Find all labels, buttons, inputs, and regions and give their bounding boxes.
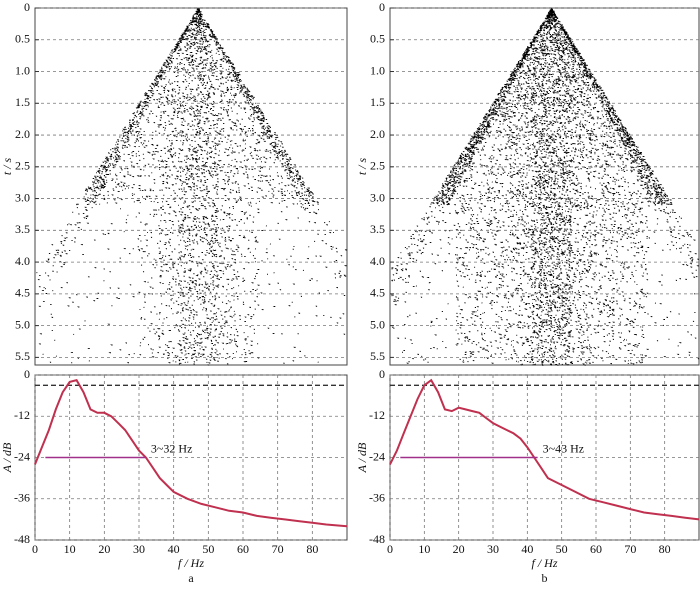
y-tick-label: 2.0 <box>15 127 30 141</box>
y-tick-label: 1.0 <box>370 63 385 77</box>
band-label: 3~32 Hz <box>151 441 192 455</box>
y-axis-label: A / dB <box>355 442 369 473</box>
y-tick-label: 0 <box>379 0 385 14</box>
x-tick-label: 20 <box>453 542 465 556</box>
y-tick-label: 5.5 <box>370 349 385 363</box>
y-tick-label: -36 <box>14 491 30 505</box>
x-tick-label: 0 <box>32 542 38 556</box>
y-tick-label: 1.0 <box>15 63 30 77</box>
x-axis-label: f / Hz <box>178 556 204 570</box>
y-tick-label: -48 <box>14 532 30 546</box>
x-tick-label: 80 <box>659 542 671 556</box>
y-tick-label: -24 <box>14 449 30 463</box>
y-tick-label: 4.0 <box>370 254 385 268</box>
x-tick-label: 30 <box>487 542 499 556</box>
y-tick-label: -12 <box>14 408 30 422</box>
x-tick-label: 10 <box>64 542 76 556</box>
x-tick-label: 60 <box>237 542 249 556</box>
y-tick-label: 1.5 <box>370 95 385 109</box>
y-tick-label: 3.5 <box>15 222 30 236</box>
y-tick-label: 0 <box>379 367 385 381</box>
x-tick-label: 40 <box>521 542 533 556</box>
y-tick-label: 4.0 <box>15 254 30 268</box>
x-tick-label: 70 <box>272 542 284 556</box>
y-tick-label: 4.5 <box>15 286 30 300</box>
seismic-texture <box>391 8 700 366</box>
panel-caption: b <box>542 571 548 585</box>
y-tick-label: 0 <box>24 0 30 14</box>
y-tick-label: 0 <box>24 367 30 381</box>
y-tick-label: 2.0 <box>370 127 385 141</box>
y-axis-label: A / dB <box>0 442 14 473</box>
x-tick-label: 30 <box>133 542 145 556</box>
y-tick-label: 2.5 <box>15 159 30 173</box>
x-tick-label: 50 <box>556 542 568 556</box>
y-axis-label: t / s <box>355 158 369 176</box>
y-tick-label: 0.5 <box>15 32 30 46</box>
y-tick-label: 5.0 <box>370 317 385 331</box>
panel-frame <box>389 7 700 366</box>
y-tick-label: 3.5 <box>370 222 385 236</box>
y-tick-label: -24 <box>369 449 385 463</box>
x-axis-label: f / Hz <box>531 556 557 570</box>
y-axis-label: t / s <box>0 158 14 176</box>
x-tick-label: 10 <box>418 542 430 556</box>
x-tick-label: 50 <box>202 542 214 556</box>
y-tick-label: 2.5 <box>370 159 385 173</box>
x-tick-label: 80 <box>306 542 318 556</box>
y-tick-label: -36 <box>369 491 385 505</box>
y-tick-label: 4.5 <box>370 286 385 300</box>
x-tick-label: 40 <box>168 542 180 556</box>
spectrum-line <box>389 378 700 521</box>
y-tick-label: -48 <box>369 532 385 546</box>
y-tick-label: -12 <box>369 408 385 422</box>
y-tick-label: 5.0 <box>15 317 30 331</box>
band-label: 3~43 Hz <box>543 441 584 455</box>
y-tick-label: 1.5 <box>15 95 30 109</box>
y-tick-label: 3.0 <box>15 190 30 204</box>
x-tick-label: 60 <box>590 542 602 556</box>
y-tick-label: 0.5 <box>370 32 385 46</box>
y-tick-label: 5.5 <box>15 349 30 363</box>
y-tick-label: 3.0 <box>370 190 385 204</box>
panel-caption: a <box>188 571 194 585</box>
x-tick-label: 20 <box>98 542 110 556</box>
x-tick-label: 0 <box>387 542 393 556</box>
x-tick-label: 70 <box>624 542 636 556</box>
